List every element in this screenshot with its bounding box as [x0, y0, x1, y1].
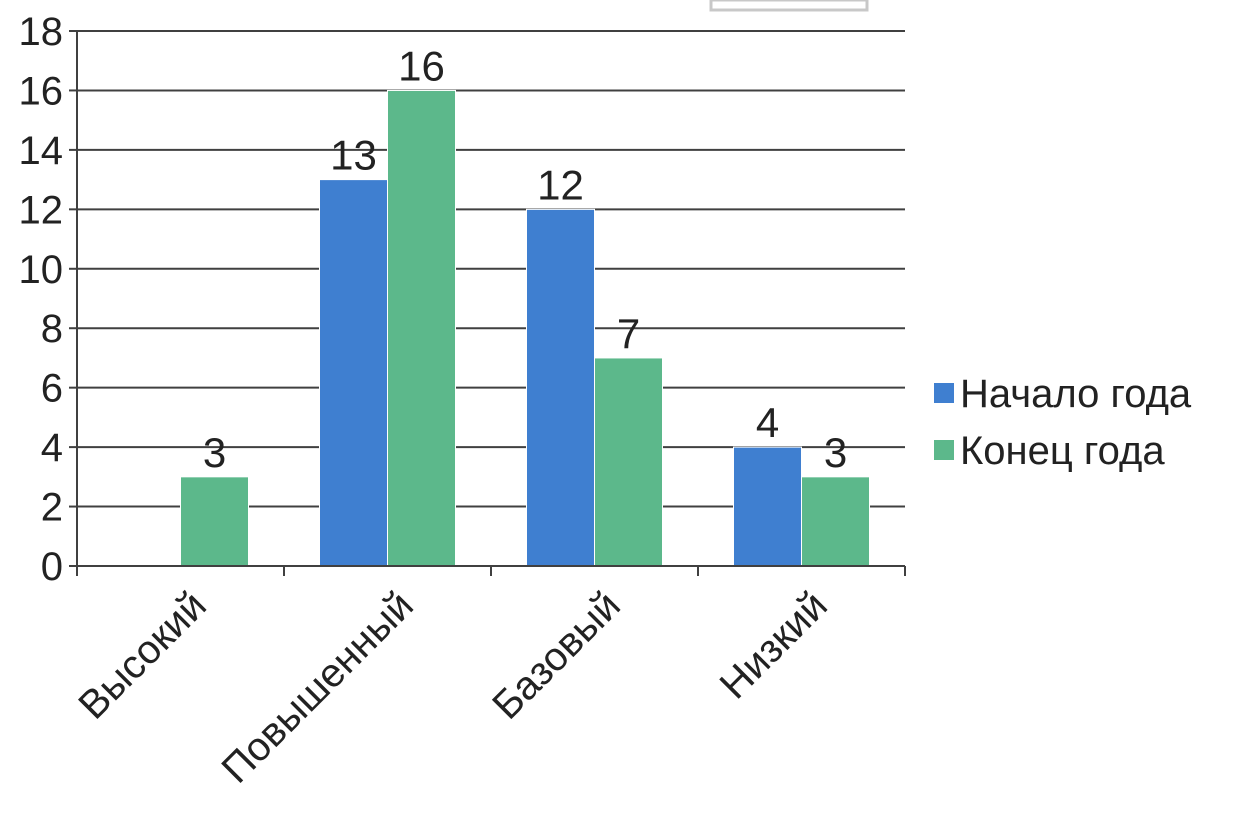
data-label: 13 [330, 132, 377, 179]
y-tick-label: 0 [41, 545, 63, 589]
y-tick-label: 16 [19, 69, 64, 113]
y-tick-label: 2 [41, 486, 63, 530]
bar-start-2 [526, 208, 595, 567]
bar-end-1 [387, 89, 456, 567]
data-label: 7 [617, 310, 640, 357]
bars [180, 89, 870, 567]
data-label: 3 [203, 429, 226, 476]
bar-end-2 [594, 357, 663, 567]
bar-start-1 [319, 179, 388, 567]
y-tick-label: 14 [19, 129, 64, 173]
legend-swatch [934, 440, 954, 460]
bar-start-3 [733, 446, 802, 567]
bar-end-3 [801, 476, 870, 567]
x-category-label: Низкий [712, 583, 836, 707]
legend-label: Начало года [960, 372, 1192, 416]
placeholder-box [709, 0, 869, 12]
y-tick-label: 12 [19, 188, 64, 232]
y-tick-label: 10 [19, 248, 64, 292]
y-tick-label: 4 [41, 426, 63, 470]
data-label: 12 [537, 161, 584, 208]
legend-label: Конец года [960, 429, 1165, 473]
gridlines [77, 30, 905, 508]
x-category-label: Базовый [484, 583, 629, 728]
x-category-label: Высокий [70, 583, 214, 727]
y-tick-label: 18 [19, 10, 64, 54]
legend-swatch [934, 383, 954, 403]
data-label: 16 [398, 42, 445, 89]
x-category-label: Повышенный [214, 583, 422, 791]
bar-end-0 [180, 476, 249, 567]
legend: Начало года Конец года [934, 372, 1192, 473]
data-label: 3 [824, 429, 847, 476]
y-tick-label: 6 [41, 367, 63, 411]
y-tick-label: 8 [41, 307, 63, 351]
data-label: 4 [756, 399, 779, 446]
